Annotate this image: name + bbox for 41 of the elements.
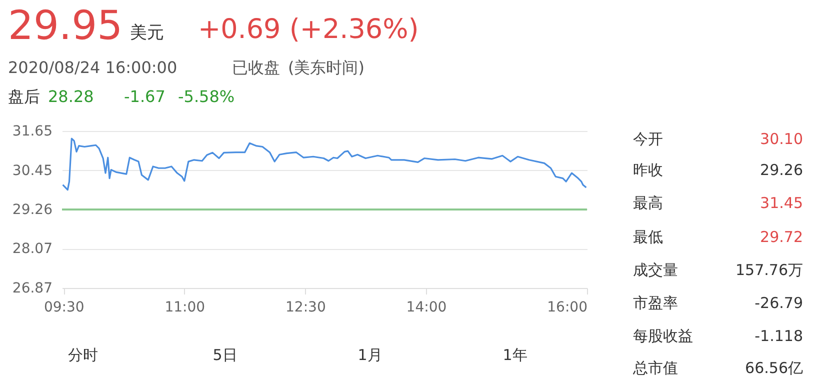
text: 29.26	[760, 161, 803, 179]
line-series	[62, 138, 587, 191]
text: 每股收益	[633, 327, 693, 345]
text: 最高	[633, 194, 663, 212]
x-tick-label: 09:30	[44, 300, 84, 316]
text: 2020/08/24 16:00:00	[8, 58, 178, 77]
text: -1.118	[754, 327, 803, 345]
text: 29.72	[760, 228, 803, 246]
text: -5.58%	[178, 87, 235, 106]
text: 30.10	[760, 130, 803, 148]
text: (美东时间)	[288, 58, 364, 77]
x-tick-label: 12:30	[285, 300, 326, 316]
text: 31.45	[760, 194, 803, 212]
y-tick-label: 26.87	[12, 280, 52, 296]
text: 成交量	[633, 261, 678, 279]
text: 盘后	[8, 87, 40, 106]
text: 美元	[130, 23, 164, 43]
x-tick-label: 16:00	[547, 300, 588, 316]
x-tick-label: 14:00	[406, 300, 447, 316]
text: 分时	[68, 346, 98, 364]
text: 29.95	[8, 3, 123, 49]
text: 市盈率	[633, 294, 678, 312]
text: 1月	[358, 346, 382, 364]
y-tick-label: 28.07	[12, 241, 52, 258]
y-tick-label: 31.65	[12, 124, 52, 140]
text: 总市值	[632, 359, 678, 377]
y-tick-label: 29.26	[12, 202, 53, 218]
text: -26.79	[754, 294, 803, 312]
x-tick-label: 11:00	[164, 300, 206, 316]
text: 157.76万	[736, 261, 803, 279]
text: 1年	[502, 346, 528, 364]
y-tick-label: 30.45	[12, 162, 52, 179]
text: 已收盘	[232, 58, 280, 77]
text: -1.67	[124, 87, 166, 106]
text: 最低	[633, 228, 663, 246]
text: 28.28	[48, 87, 94, 106]
text: 今开	[633, 130, 663, 148]
text: 66.56亿	[745, 359, 803, 377]
text: +0.69 (+2.36%)	[198, 14, 419, 45]
text: 5日	[212, 346, 238, 364]
text: 昨收	[633, 161, 663, 179]
